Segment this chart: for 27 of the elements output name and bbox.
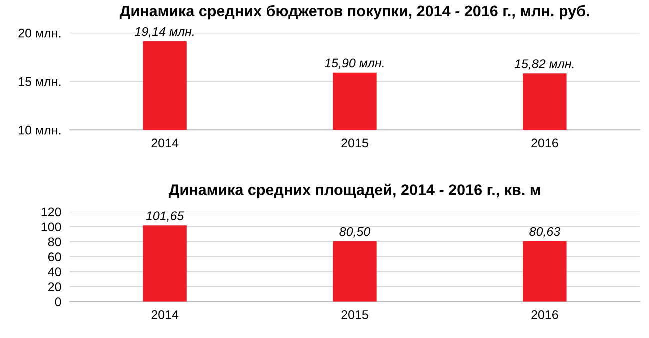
data-label: 80,63 xyxy=(530,227,560,238)
bar xyxy=(523,241,567,302)
bar xyxy=(333,242,377,302)
chart-title: Динамика средних площадей, 2014 - 2016 г., кв. м xyxy=(168,184,540,198)
y-tick-label: 80 xyxy=(48,238,62,247)
y-tick-label: 20 xyxy=(48,282,62,292)
x-tick-label: 2015 xyxy=(342,310,368,320)
x-tick-label: 2015 xyxy=(342,138,368,148)
data-label: 19,14 млн. xyxy=(135,27,194,38)
y-tick-label: 0 xyxy=(55,298,62,306)
y-tick-label: 20 млн. xyxy=(18,28,61,38)
data-label: 15,82 млн. xyxy=(514,60,574,70)
y-tick-label: 60 xyxy=(48,252,62,262)
x-tick-label: 2016 xyxy=(532,138,558,148)
y-tick-label: 100 xyxy=(42,222,62,232)
y-tick-label: 15 млн. xyxy=(19,78,61,86)
bar xyxy=(143,226,187,302)
y-tick-label: 10 млн. xyxy=(19,126,61,135)
data-label: 80,50 xyxy=(340,227,371,238)
y-tick-label: 120 xyxy=(42,208,62,217)
x-tick-label: 2014 xyxy=(152,138,179,148)
data-label: 15,90 млн. xyxy=(324,58,384,70)
y-tick-label: 40 xyxy=(48,268,62,277)
data-label: 101,65 xyxy=(146,212,184,222)
chart-title: Динамика средних бюджетов покупки, 2014 - 2016 г., млн. руб. xyxy=(120,5,590,20)
x-tick-label: 2014 xyxy=(152,310,179,320)
x-tick-label: 2016 xyxy=(532,310,558,320)
